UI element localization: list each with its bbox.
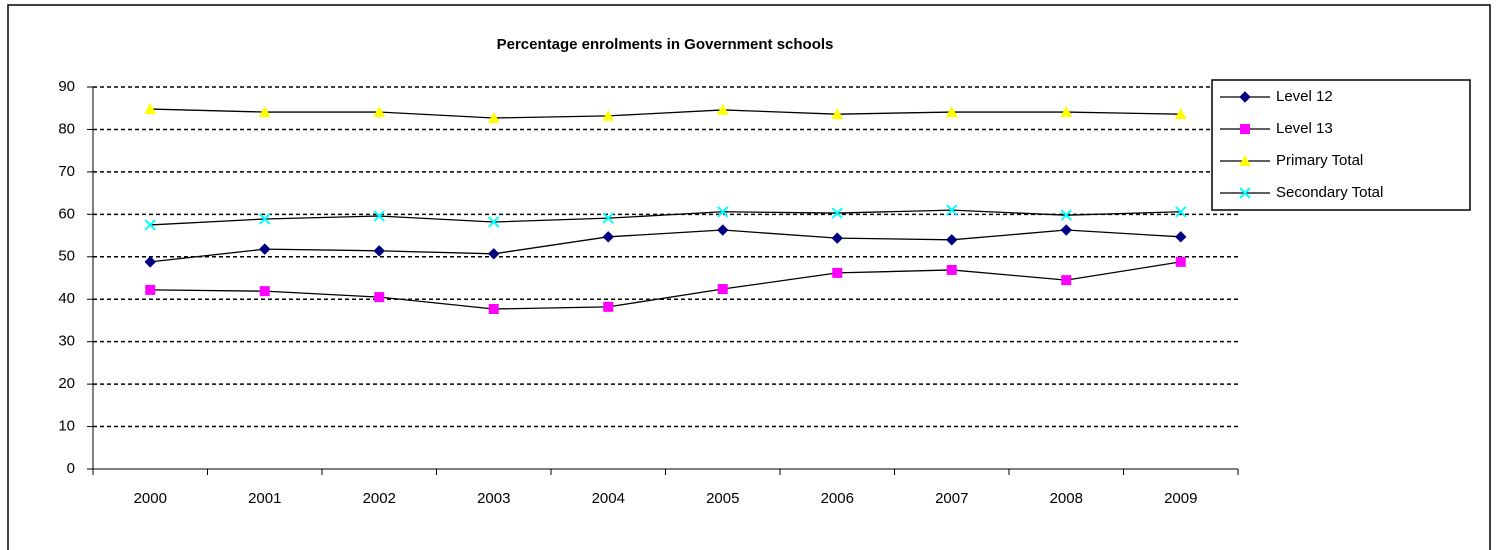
- x-tick-label: 2002: [363, 490, 396, 507]
- data-point: [716, 103, 729, 115]
- data-point: [373, 106, 386, 118]
- y-tick-label: 70: [58, 163, 75, 180]
- y-tick-label: 60: [58, 205, 75, 222]
- data-point: [946, 204, 958, 216]
- data-point: [602, 231, 614, 243]
- data-point: [1175, 231, 1187, 243]
- y-tick-label: 30: [58, 333, 75, 350]
- legend-label: Level 13: [1276, 120, 1333, 137]
- series-line: [150, 229, 1181, 263]
- x-tick-label: 2001: [248, 490, 281, 507]
- legend-marker: [1240, 124, 1250, 134]
- data-point: [144, 256, 156, 268]
- data-point: [374, 292, 385, 303]
- y-tick-label: 80: [58, 120, 75, 137]
- data-point: [259, 286, 270, 297]
- legend-label: Primary Total: [1276, 152, 1363, 169]
- data-point: [1060, 106, 1073, 118]
- data-point: [602, 212, 614, 224]
- data-point: [945, 106, 958, 118]
- data-point: [602, 109, 615, 121]
- x-tick-label: 2006: [821, 490, 854, 507]
- data-point: [946, 234, 958, 246]
- x-tick-label: 2004: [592, 490, 625, 507]
- legend-label: Secondary Total: [1276, 184, 1383, 201]
- data-point: [145, 284, 156, 295]
- data-point: [488, 248, 500, 260]
- data-point: [717, 206, 729, 218]
- data-point: [831, 207, 843, 219]
- data-point: [487, 111, 500, 123]
- data-point: [488, 216, 500, 228]
- data-point: [831, 232, 843, 244]
- data-point: [1175, 256, 1186, 267]
- data-point: [1175, 206, 1187, 218]
- x-tick-label: 2000: [134, 490, 167, 507]
- data-point: [258, 106, 271, 118]
- data-point: [488, 303, 499, 314]
- y-tick-label: 50: [58, 248, 75, 265]
- series-line: [150, 261, 1181, 310]
- series-line: [150, 209, 1181, 226]
- data-point: [373, 245, 385, 257]
- data-point: [717, 284, 728, 295]
- x-tick-label: 2003: [477, 490, 510, 507]
- data-point: [373, 210, 385, 222]
- y-tick-label: 0: [67, 460, 75, 477]
- x-tick-label: 2009: [1164, 490, 1197, 507]
- legend-marker: [1239, 187, 1251, 199]
- data-point: [1060, 224, 1072, 236]
- legend-marker: [1239, 91, 1251, 103]
- chart-title: Percentage enrolments in Government scho…: [497, 36, 834, 53]
- x-tick-label: 2007: [935, 490, 968, 507]
- data-point: [1061, 275, 1072, 286]
- data-point: [603, 301, 614, 312]
- data-point: [717, 224, 729, 236]
- legend-label: Level 12: [1276, 88, 1333, 105]
- data-point: [831, 108, 844, 120]
- y-tick-label: 90: [58, 78, 75, 95]
- data-point: [144, 219, 156, 231]
- data-point: [946, 264, 957, 275]
- data-point: [144, 103, 157, 115]
- x-tick-label: 2005: [706, 490, 739, 507]
- legend-box: [1211, 79, 1471, 211]
- x-tick-label: 2008: [1050, 490, 1083, 507]
- y-tick-label: 10: [58, 418, 75, 435]
- data-point: [1060, 209, 1072, 221]
- y-tick-label: 40: [58, 290, 75, 307]
- legend-marker: [1239, 155, 1251, 166]
- series-line: [150, 108, 1181, 119]
- data-point: [832, 267, 843, 278]
- data-point: [259, 243, 271, 255]
- data-point: [259, 213, 271, 225]
- data-point: [1174, 108, 1187, 120]
- y-tick-label: 20: [58, 375, 75, 392]
